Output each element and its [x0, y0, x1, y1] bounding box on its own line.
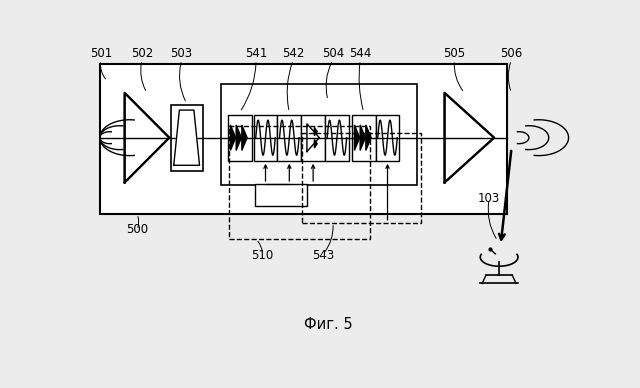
Polygon shape — [445, 93, 494, 182]
Text: 543: 543 — [312, 249, 334, 262]
Text: Фиг. 5: Фиг. 5 — [304, 317, 352, 332]
Text: 505: 505 — [444, 47, 465, 60]
Polygon shape — [242, 125, 247, 151]
Bar — [301, 114, 325, 161]
Polygon shape — [173, 110, 200, 165]
Bar — [100, 64, 507, 214]
Bar — [325, 114, 349, 161]
Text: 103: 103 — [478, 192, 500, 205]
Bar — [301, 133, 420, 223]
Text: 500: 500 — [126, 223, 148, 236]
Bar — [229, 126, 370, 239]
Polygon shape — [360, 125, 365, 151]
Bar — [376, 114, 399, 161]
Polygon shape — [125, 93, 169, 182]
Bar — [228, 114, 252, 161]
Text: 542: 542 — [282, 47, 305, 60]
Text: 504: 504 — [322, 47, 344, 60]
Bar — [253, 114, 277, 161]
Bar — [170, 105, 203, 171]
Text: 541: 541 — [245, 47, 268, 60]
Bar — [277, 114, 301, 161]
Text: 510: 510 — [252, 249, 274, 262]
Bar — [255, 184, 307, 206]
Polygon shape — [236, 125, 241, 151]
Text: 503: 503 — [171, 47, 193, 60]
Bar — [221, 84, 417, 185]
Text: 501: 501 — [90, 47, 112, 60]
Polygon shape — [314, 127, 317, 136]
Text: 544: 544 — [349, 47, 371, 60]
Text: 506: 506 — [500, 47, 523, 60]
Polygon shape — [355, 125, 360, 151]
Text: 502: 502 — [131, 47, 153, 60]
Polygon shape — [366, 125, 371, 151]
Polygon shape — [314, 140, 317, 148]
Bar — [352, 114, 376, 161]
Polygon shape — [230, 125, 236, 151]
